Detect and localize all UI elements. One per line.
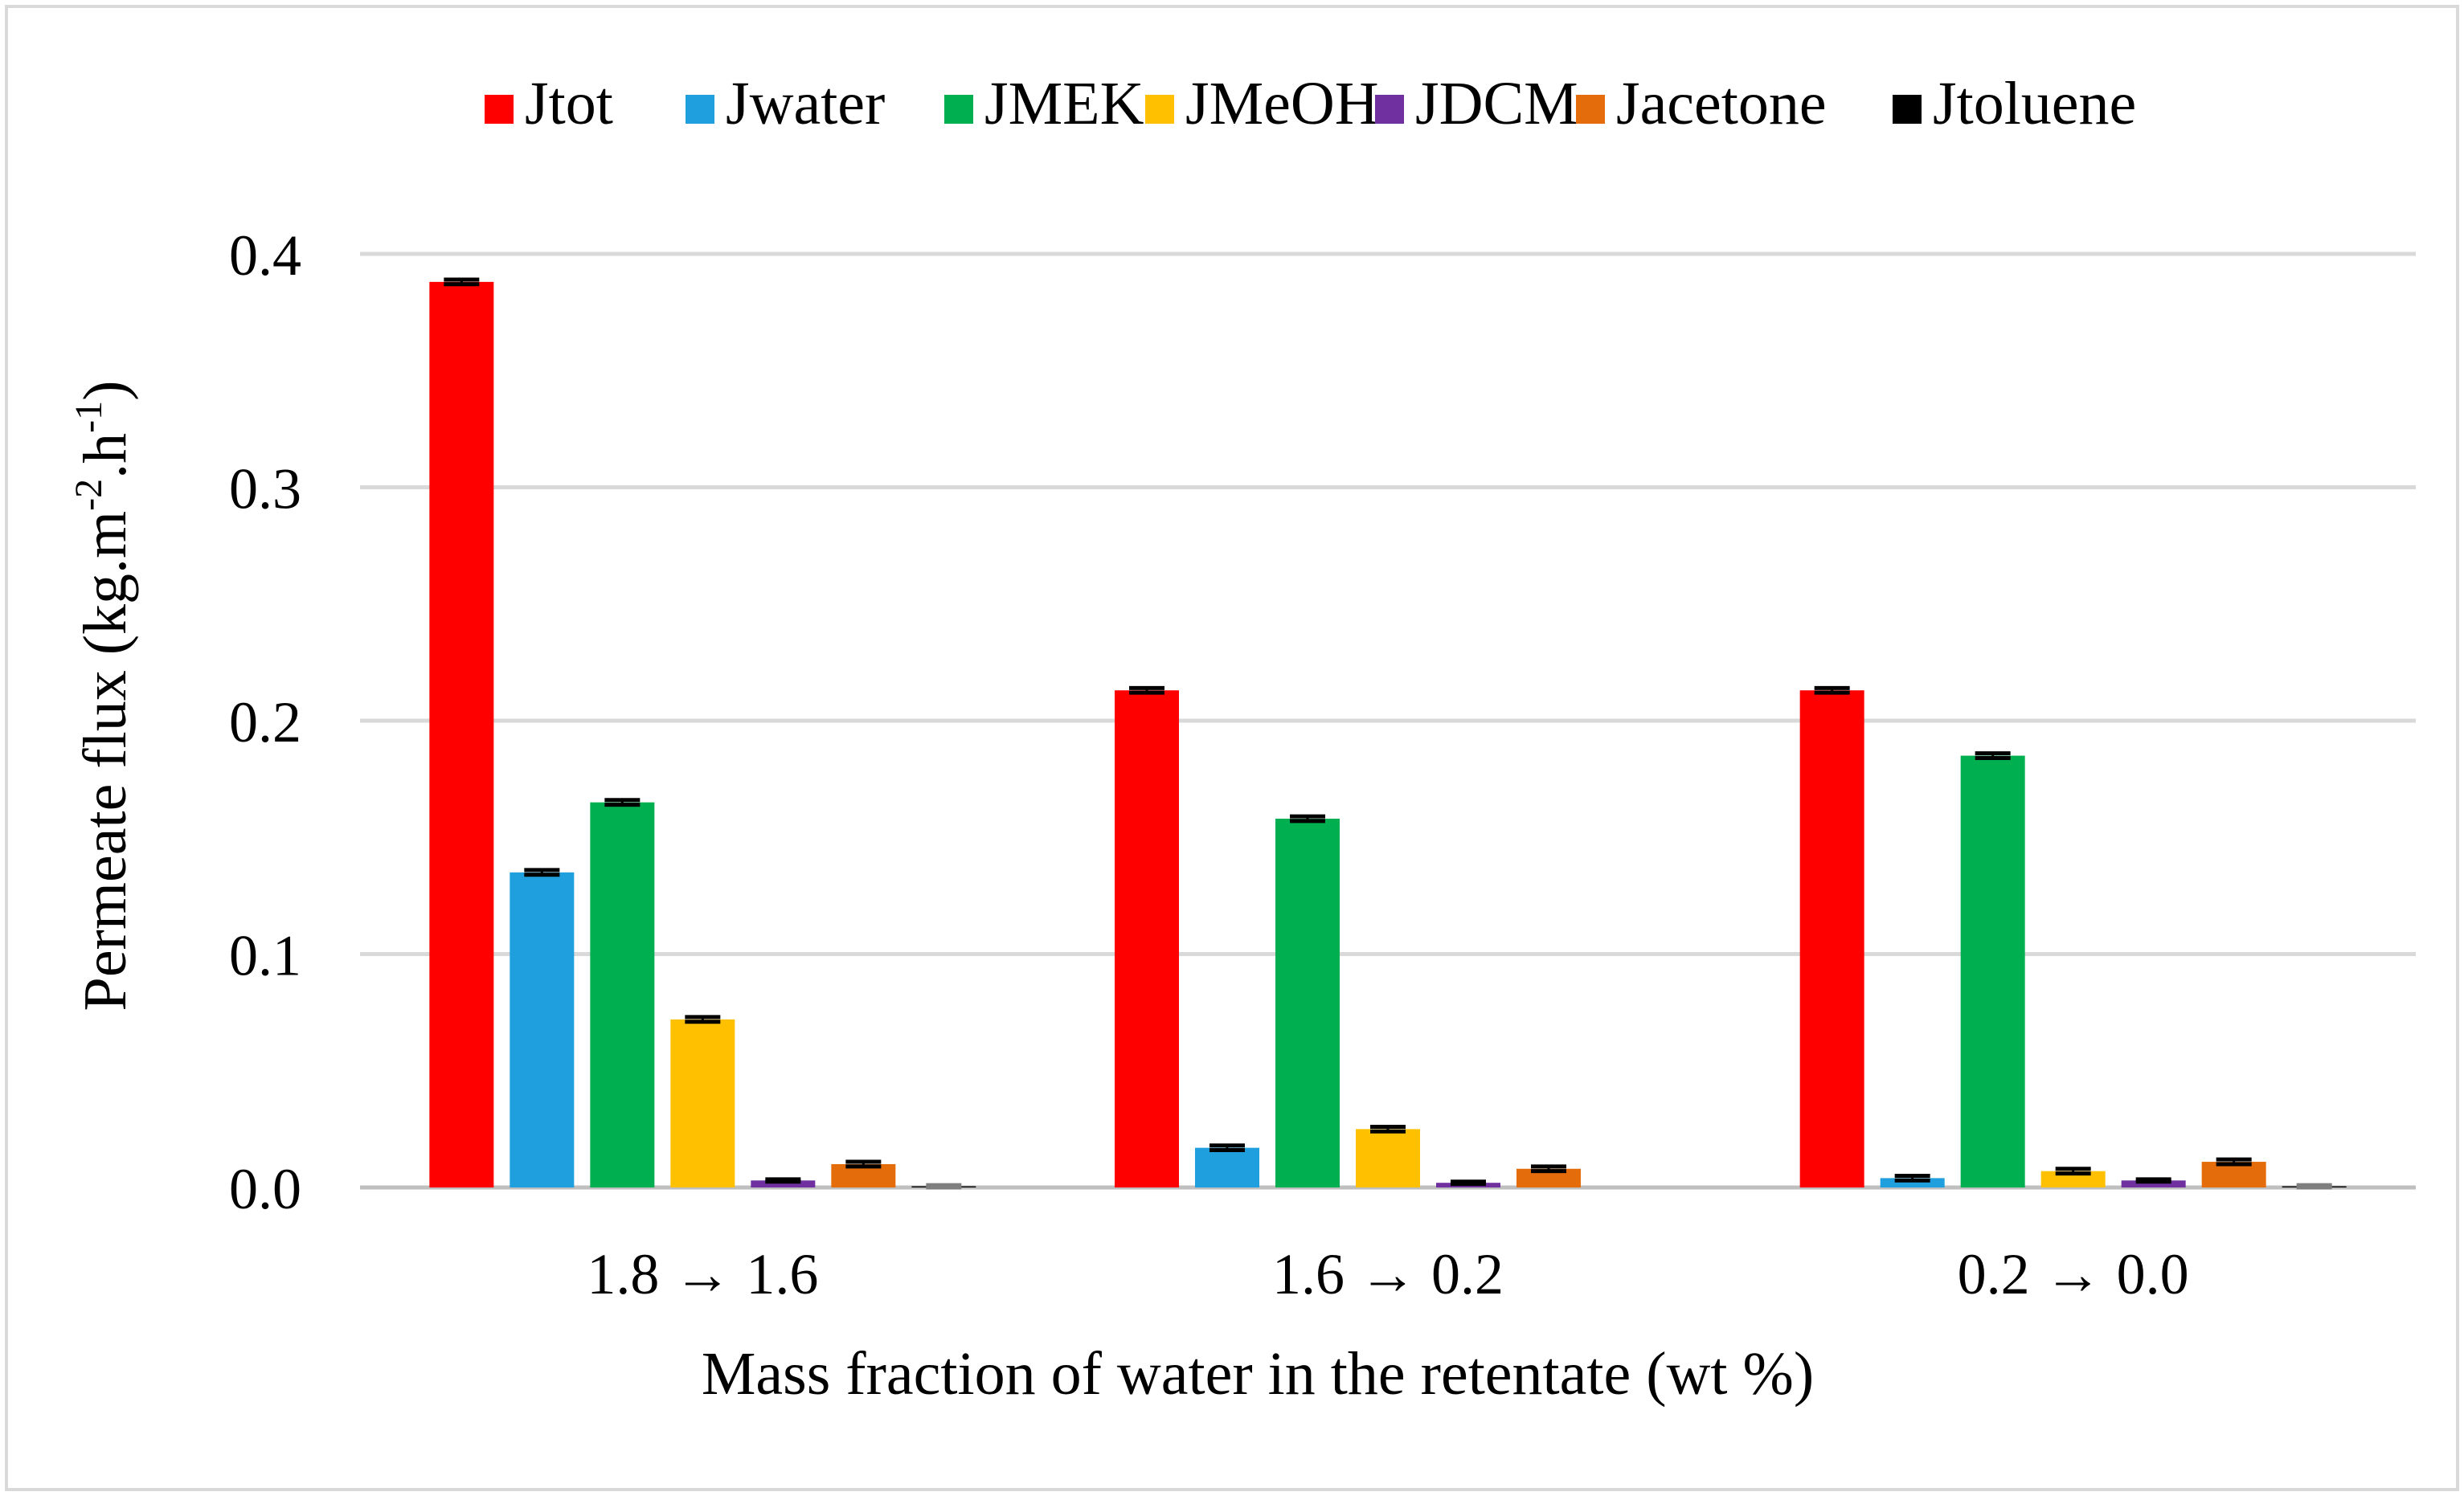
legend-label-jmek: JMEK — [984, 70, 1144, 137]
bar-jdcm — [2121, 1180, 2186, 1187]
x-tick-label: 1.8 → 1.6 — [587, 1242, 818, 1306]
legend-label-jtoluene: Jtoluene — [1933, 70, 2136, 137]
bar-jwater — [510, 872, 575, 1187]
bar-jmeoh — [670, 1019, 735, 1187]
y-axis-label-main: Permeate flux (kg.m — [72, 511, 139, 1012]
y-tick-label: 0.1 — [229, 924, 301, 988]
y-tick-label: 0.3 — [229, 457, 301, 521]
legend-swatch-jacetone — [1576, 95, 1605, 124]
x-tick-label: 1.6 → 0.2 — [1272, 1242, 1504, 1306]
y-axis-label-sup2: -1 — [68, 401, 110, 433]
legend-swatch-jdcm — [1375, 95, 1404, 124]
bar-jmek — [1960, 755, 2025, 1187]
legend-swatch-jmek — [944, 95, 973, 124]
x-tick-label: 0.2 → 0.0 — [1958, 1242, 2189, 1306]
y-axis-label: Permeate flux (kg.m-2.h-1) — [68, 381, 139, 1012]
y-tick-label: 0.0 — [229, 1157, 301, 1221]
y-tick-label: 0.4 — [229, 223, 301, 288]
bar-jtot — [429, 281, 494, 1187]
legend-label-jtot: Jtot — [525, 70, 613, 137]
bar-jacetone — [1516, 1168, 1581, 1187]
legend-label-jdcm: JDCM — [1415, 70, 1578, 137]
x-axis-label: Mass fraction of water in the retentate … — [702, 1340, 1814, 1408]
y-axis-ticks: 0.0 0.1 0.2 0.3 0.4 — [229, 223, 301, 1221]
legend: Jtot Jwater JMEK JMeOH JDCM Jacetone Jtoluene — [485, 70, 2136, 137]
y-tick-label: 0.2 — [229, 690, 301, 754]
legend-swatch-jtoluene — [1893, 95, 1922, 124]
bars — [429, 281, 2347, 1187]
error-bars — [444, 277, 2332, 1190]
legend-swatch-jmeoh — [1145, 95, 1174, 124]
bar-jwater — [1195, 1147, 1259, 1187]
bar-jmek — [1275, 819, 1340, 1187]
bar-jtot — [1799, 690, 1864, 1187]
legend-swatch-jwater — [686, 95, 714, 124]
bar-jmeoh — [1356, 1129, 1420, 1187]
y-axis-label-sup1: -2 — [68, 479, 110, 511]
y-axis-label-end: ) — [72, 381, 139, 401]
legend-swatch-jtot — [485, 95, 514, 124]
bar-jwater — [1880, 1178, 1945, 1187]
bar-jtot — [1115, 690, 1179, 1187]
bar-jmek — [590, 802, 655, 1187]
legend-label-jmeoh: JMeOH — [1185, 70, 1379, 137]
legend-label-jacetone: Jacetone — [1616, 70, 1827, 137]
y-axis-label-mid: .h — [72, 433, 139, 479]
x-axis-ticks: 1.8 → 1.6 1.6 → 0.2 0.2 → 0.0 — [587, 1242, 2188, 1306]
legend-label-jwater: Jwater — [726, 70, 885, 137]
bar-jdcm — [751, 1180, 816, 1187]
